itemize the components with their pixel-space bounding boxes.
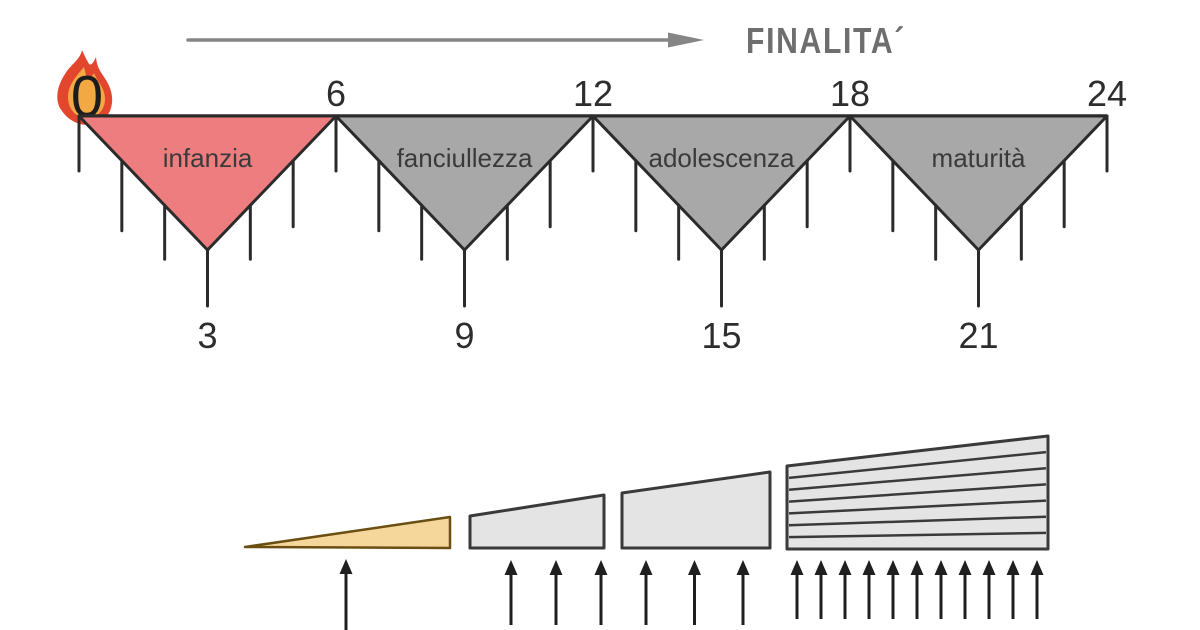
input-arrows: [339, 559, 1044, 630]
input-arrow: [934, 560, 948, 619]
year-label-top: 24: [1087, 73, 1127, 114]
input-arrowhead-icon: [958, 560, 972, 575]
growth-wedge-1: [243, 515, 452, 550]
input-arrowhead-icon: [549, 560, 563, 575]
input-arrow: [736, 560, 750, 625]
growth-layer-line: [788, 483, 1047, 503]
stage-label: fanciullezza: [397, 143, 533, 173]
input-arrow: [838, 560, 852, 619]
input-arrow: [639, 560, 653, 625]
year-label-apex: 9: [454, 315, 474, 356]
input-arrow: [982, 560, 996, 619]
stage-label: adolescenza: [649, 143, 796, 173]
growth-wedge-3: [620, 470, 772, 550]
input-arrowhead-icon: [504, 560, 518, 575]
input-arrow: [504, 560, 518, 625]
input-arrowhead-icon: [982, 560, 996, 575]
growth-layer-line: [788, 515, 1047, 527]
input-arrow: [790, 560, 804, 619]
stage-triangle-maturità: [848, 114, 1109, 252]
stage-triangle-fanciullezza: [334, 114, 595, 252]
year-ticks: [77, 114, 1109, 308]
stage-triangle-adolescenza: [591, 114, 852, 252]
input-arrowhead-icon: [838, 560, 852, 575]
finalita-arrowhead-icon: [668, 32, 704, 48]
input-arrowhead-icon: [736, 560, 750, 575]
input-arrow: [862, 560, 876, 619]
input-arrowhead-icon: [639, 560, 653, 575]
year-label-top: 12: [573, 73, 613, 114]
growth-layer-line: [788, 450, 1047, 480]
input-arrowhead-icon: [790, 560, 804, 575]
input-arrow: [886, 560, 900, 619]
input-arrow: [594, 560, 608, 625]
input-arrowhead-icon: [934, 560, 948, 575]
input-arrowhead-icon: [862, 560, 876, 575]
input-arrow: [549, 560, 563, 625]
flame-icon: 0: [57, 50, 113, 130]
finalita-arrow: [186, 32, 704, 48]
input-arrow: [958, 560, 972, 619]
year-label-top: 6: [326, 73, 346, 114]
input-arrow: [339, 559, 353, 630]
finalita-label: FINALITA´: [746, 20, 906, 61]
input-arrowhead-icon: [1006, 560, 1020, 575]
input-arrowhead-icon: [688, 560, 701, 575]
growth-layer-line: [788, 467, 1047, 491]
year-label-apex: 15: [701, 315, 741, 356]
growth-layer-line: [788, 531, 1047, 539]
year-labels: 6 12 18 24 3 9 15 21: [197, 73, 1127, 356]
stage-triangles: infanzia fanciullezza adolescenza maturità: [77, 114, 1109, 252]
stage-label: maturità: [932, 143, 1026, 173]
year-label-apex: 21: [958, 315, 998, 356]
input-arrow: [1030, 560, 1044, 619]
input-arrow: [688, 560, 701, 625]
input-arrowhead-icon: [1030, 560, 1044, 575]
input-arrowhead-icon: [339, 559, 353, 574]
stage-triangle-infanzia: [77, 114, 338, 252]
growth-wedges: [243, 434, 1050, 551]
input-arrowhead-icon: [886, 560, 900, 575]
input-arrowhead-icon: [910, 560, 924, 575]
flame-inner: [68, 67, 105, 118]
year-label-top: 18: [830, 73, 870, 114]
growth-wedge-2: [468, 493, 606, 550]
input-arrow: [1006, 560, 1020, 619]
stage-label: infanzia: [163, 143, 253, 173]
year-label-apex: 3: [197, 315, 217, 356]
input-arrowhead-icon: [814, 560, 828, 575]
input-arrow: [814, 560, 828, 619]
input-arrowhead-icon: [594, 560, 608, 575]
input-arrow: [910, 560, 924, 619]
growth-layer-line: [788, 499, 1047, 515]
